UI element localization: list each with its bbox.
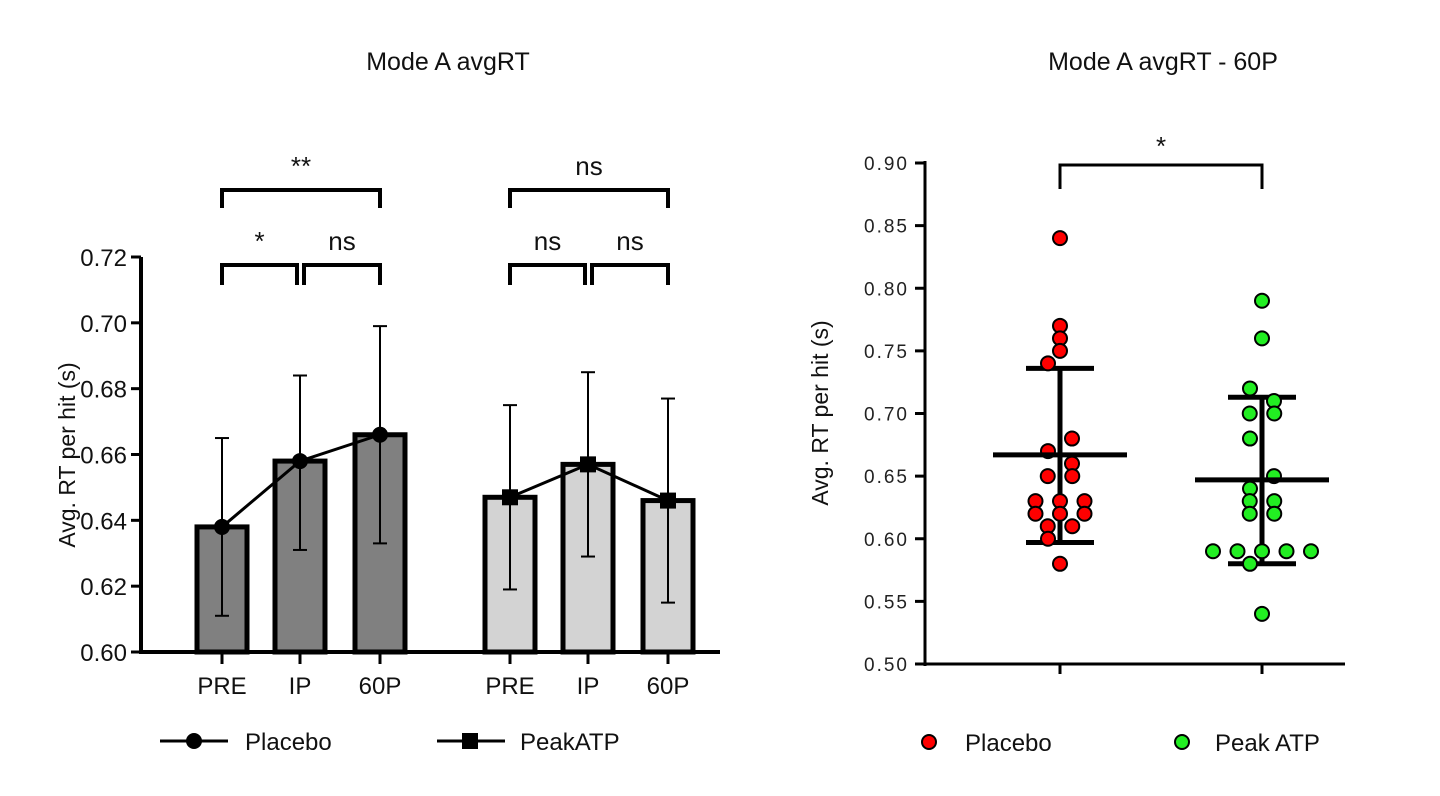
significance-bracket — [302, 263, 382, 285]
significance-bracket — [1058, 163, 1264, 189]
data-point — [1052, 505, 1068, 522]
right-legend: Placebo Peak ATP — [921, 730, 1320, 757]
data-point — [1254, 292, 1270, 309]
y-tick-label: 0.64 — [80, 508, 127, 535]
y-tick-label: 0.60 — [864, 530, 909, 551]
data-point-marker — [214, 518, 230, 535]
y-tick-label: 0.60 — [80, 640, 127, 667]
data-point — [1040, 530, 1056, 547]
y-tick-label: 0.75 — [864, 342, 909, 363]
significance-label: ns — [328, 226, 355, 256]
data-point — [1254, 543, 1270, 560]
x-tick-label: 60P — [647, 673, 690, 700]
data-point — [1064, 518, 1081, 535]
significance-label: ns — [575, 151, 602, 181]
data-point — [1040, 355, 1056, 372]
left-chart-title: Mode A avgRT — [366, 48, 530, 76]
significance-label: ns — [534, 226, 561, 256]
data-point — [1266, 505, 1283, 522]
legend-placebo-dot — [921, 734, 937, 750]
data-point — [1254, 605, 1270, 622]
y-tick-label: 0.85 — [864, 217, 909, 238]
legend-peakatp-label: PeakATP — [520, 729, 620, 756]
y-tick-label: 0.66 — [80, 443, 127, 470]
significance-bracket — [220, 188, 382, 208]
left-y-axis-label: Avg. RT per hit (s) — [54, 362, 80, 547]
significance-label: ** — [291, 151, 311, 181]
data-point — [1241, 505, 1258, 522]
data-point — [1278, 543, 1295, 560]
data-point — [1229, 543, 1246, 560]
data-point-marker — [292, 453, 308, 470]
y-tick-label: 0.62 — [80, 574, 127, 601]
significance-label: ns — [616, 226, 643, 256]
y-tick-label: 0.55 — [864, 592, 909, 613]
x-tick-label: PRE — [197, 673, 246, 700]
y-tick-label: 0.70 — [80, 311, 127, 338]
x-tick-label: 60P — [359, 673, 402, 700]
data-point — [1241, 405, 1258, 422]
legend-placebo-marker — [186, 733, 202, 749]
data-point — [1064, 468, 1081, 485]
y-tick-label: 0.50 — [864, 655, 909, 676]
left-legend: Placebo PeakATP — [160, 729, 620, 756]
data-point-marker — [660, 492, 676, 509]
data-point — [1242, 430, 1258, 447]
data-point — [1242, 555, 1258, 572]
right-chart: 0.50 0.55 0.60 0.65 0.70 0.75 0.80 0.85 0.90 * — [864, 131, 1345, 676]
legend-peakatp-marker — [462, 733, 478, 749]
significance-bracket — [220, 263, 299, 285]
y-tick-label: 0.65 — [864, 467, 909, 488]
right-chart-title: Mode A avgRT - 60P — [1048, 48, 1278, 76]
x-tick-label: IP — [289, 673, 312, 700]
data-point — [1052, 342, 1068, 359]
data-point — [1254, 330, 1270, 347]
significance-label: * — [1156, 131, 1166, 161]
legend-placebo-label: Placebo — [245, 729, 332, 756]
significance-label: * — [254, 226, 264, 256]
data-point-marker — [502, 489, 518, 506]
x-tick-label: PRE — [485, 673, 534, 700]
data-point — [1303, 543, 1319, 560]
data-point — [1076, 505, 1093, 522]
y-tick-label: 0.70 — [864, 405, 909, 426]
y-tick-label: 0.72 — [80, 245, 127, 272]
data-point — [1039, 468, 1056, 485]
y-tick-label: 0.68 — [80, 377, 127, 404]
x-tick-label: IP — [577, 673, 600, 700]
y-tick-label: 0.80 — [864, 279, 909, 300]
significance-bracket — [590, 263, 670, 285]
legend-placebo-label-right: Placebo — [965, 730, 1052, 757]
significance-bracket — [508, 263, 587, 285]
data-point-marker — [580, 456, 596, 473]
data-point — [1052, 555, 1068, 572]
data-point — [1205, 543, 1221, 560]
data-point — [1242, 380, 1258, 397]
left-chart: 0.60 0.62 0.64 0.66 0.68 0.70 0.72 PRE IP 60P PRE I… — [80, 151, 720, 700]
data-point — [1266, 405, 1283, 422]
data-point — [1027, 505, 1044, 522]
significance-bracket — [508, 188, 670, 208]
y-tick-label: 0.90 — [864, 154, 909, 175]
legend-peakatp-dot — [1174, 734, 1190, 750]
legend-peakatp-label-right: Peak ATP — [1215, 730, 1320, 757]
right-y-axis-label: Avg. RT per hit (s) — [807, 320, 833, 505]
data-point — [1052, 230, 1068, 247]
data-point-marker — [372, 426, 388, 443]
data-point — [1064, 430, 1080, 447]
